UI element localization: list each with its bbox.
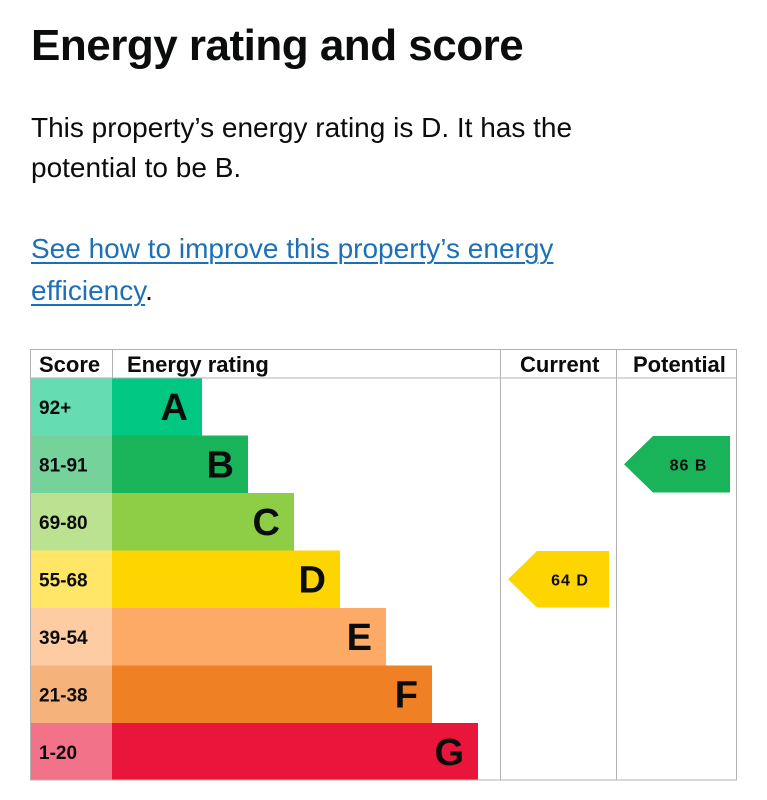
- current-rating-marker: 64 D: [508, 551, 609, 608]
- rating-bar-b: [112, 435, 248, 493]
- score-range-b: 81-91: [39, 455, 88, 476]
- band-c: 69-80 C: [30, 493, 294, 551]
- score-cell-d: [30, 550, 112, 608]
- score-range-d: 55-68: [39, 570, 88, 591]
- score-cell-c: [30, 493, 112, 551]
- rating-markers: 64 D 86 B: [508, 436, 730, 608]
- band-b: 81-91 B: [30, 435, 248, 493]
- page-title: Energy rating and score: [31, 21, 524, 70]
- band-d: 55-68 D: [30, 550, 340, 608]
- rating-letter-e: E: [347, 617, 372, 659]
- score-range-e: 39-54: [39, 628, 88, 649]
- rating-letter-c: C: [253, 502, 280, 544]
- chart-headers: Score Energy rating Current Potential: [39, 352, 726, 377]
- potential-rating-marker-label: 86 B: [670, 457, 708, 474]
- potential-rating-marker-shape: [624, 436, 730, 493]
- score-range-a: 92+: [39, 398, 71, 419]
- improve-efficiency-link[interactable]: See how to improve this property’s energ…: [31, 233, 554, 306]
- score-cell-b: [30, 435, 112, 493]
- band-f: 21-38 F: [30, 665, 432, 723]
- rating-letter-d: D: [299, 559, 326, 601]
- rating-bar-a: [112, 378, 202, 436]
- rating-bar-c: [112, 493, 294, 551]
- rating-bar-g: [112, 723, 478, 781]
- band-a: 92+ A: [30, 378, 202, 436]
- score-cell-e: [30, 608, 112, 666]
- band-e: 39-54 E: [30, 608, 386, 666]
- potential-rating-marker: 86 B: [624, 436, 730, 493]
- current-rating-marker-shape: [508, 551, 609, 608]
- score-column-header: Score: [39, 352, 100, 377]
- improve-link-suffix: .: [145, 275, 153, 306]
- rating-summary: This property’s energy rating is D. It h…: [31, 112, 573, 183]
- score-range-c: 69-80: [39, 513, 88, 534]
- chart-border: [30, 349, 737, 781]
- rating-bar-d: [112, 550, 340, 608]
- score-cell-f: [30, 665, 112, 723]
- rating-bar-f: [112, 665, 432, 723]
- rating-letter-b: B: [207, 444, 234, 486]
- rating-letter-a: A: [161, 387, 188, 429]
- score-cell-a: [30, 378, 112, 436]
- current-column-header: Current: [520, 352, 600, 377]
- band-g: 1-20 G: [30, 723, 478, 781]
- current-rating-marker-label: 64 D: [551, 572, 589, 589]
- rating-letter-f: F: [395, 674, 418, 716]
- rating-letter-g: G: [434, 732, 464, 774]
- improve-paragraph: See how to improve this property’s energ…: [31, 228, 671, 312]
- score-cell-g: [30, 723, 112, 781]
- potential-column-header: Potential: [633, 352, 726, 377]
- chart-grid: [30, 349, 737, 781]
- score-range-f: 21-38: [39, 685, 88, 706]
- score-range-g: 1-20: [39, 743, 77, 764]
- rating-bands: 92+ A 81-91 B 69-80 C 55-68 D 39-54 E 21-38 F 1-20 G: [30, 378, 478, 781]
- rating-column-header: Energy rating: [127, 352, 269, 377]
- rating-bar-e: [112, 608, 386, 666]
